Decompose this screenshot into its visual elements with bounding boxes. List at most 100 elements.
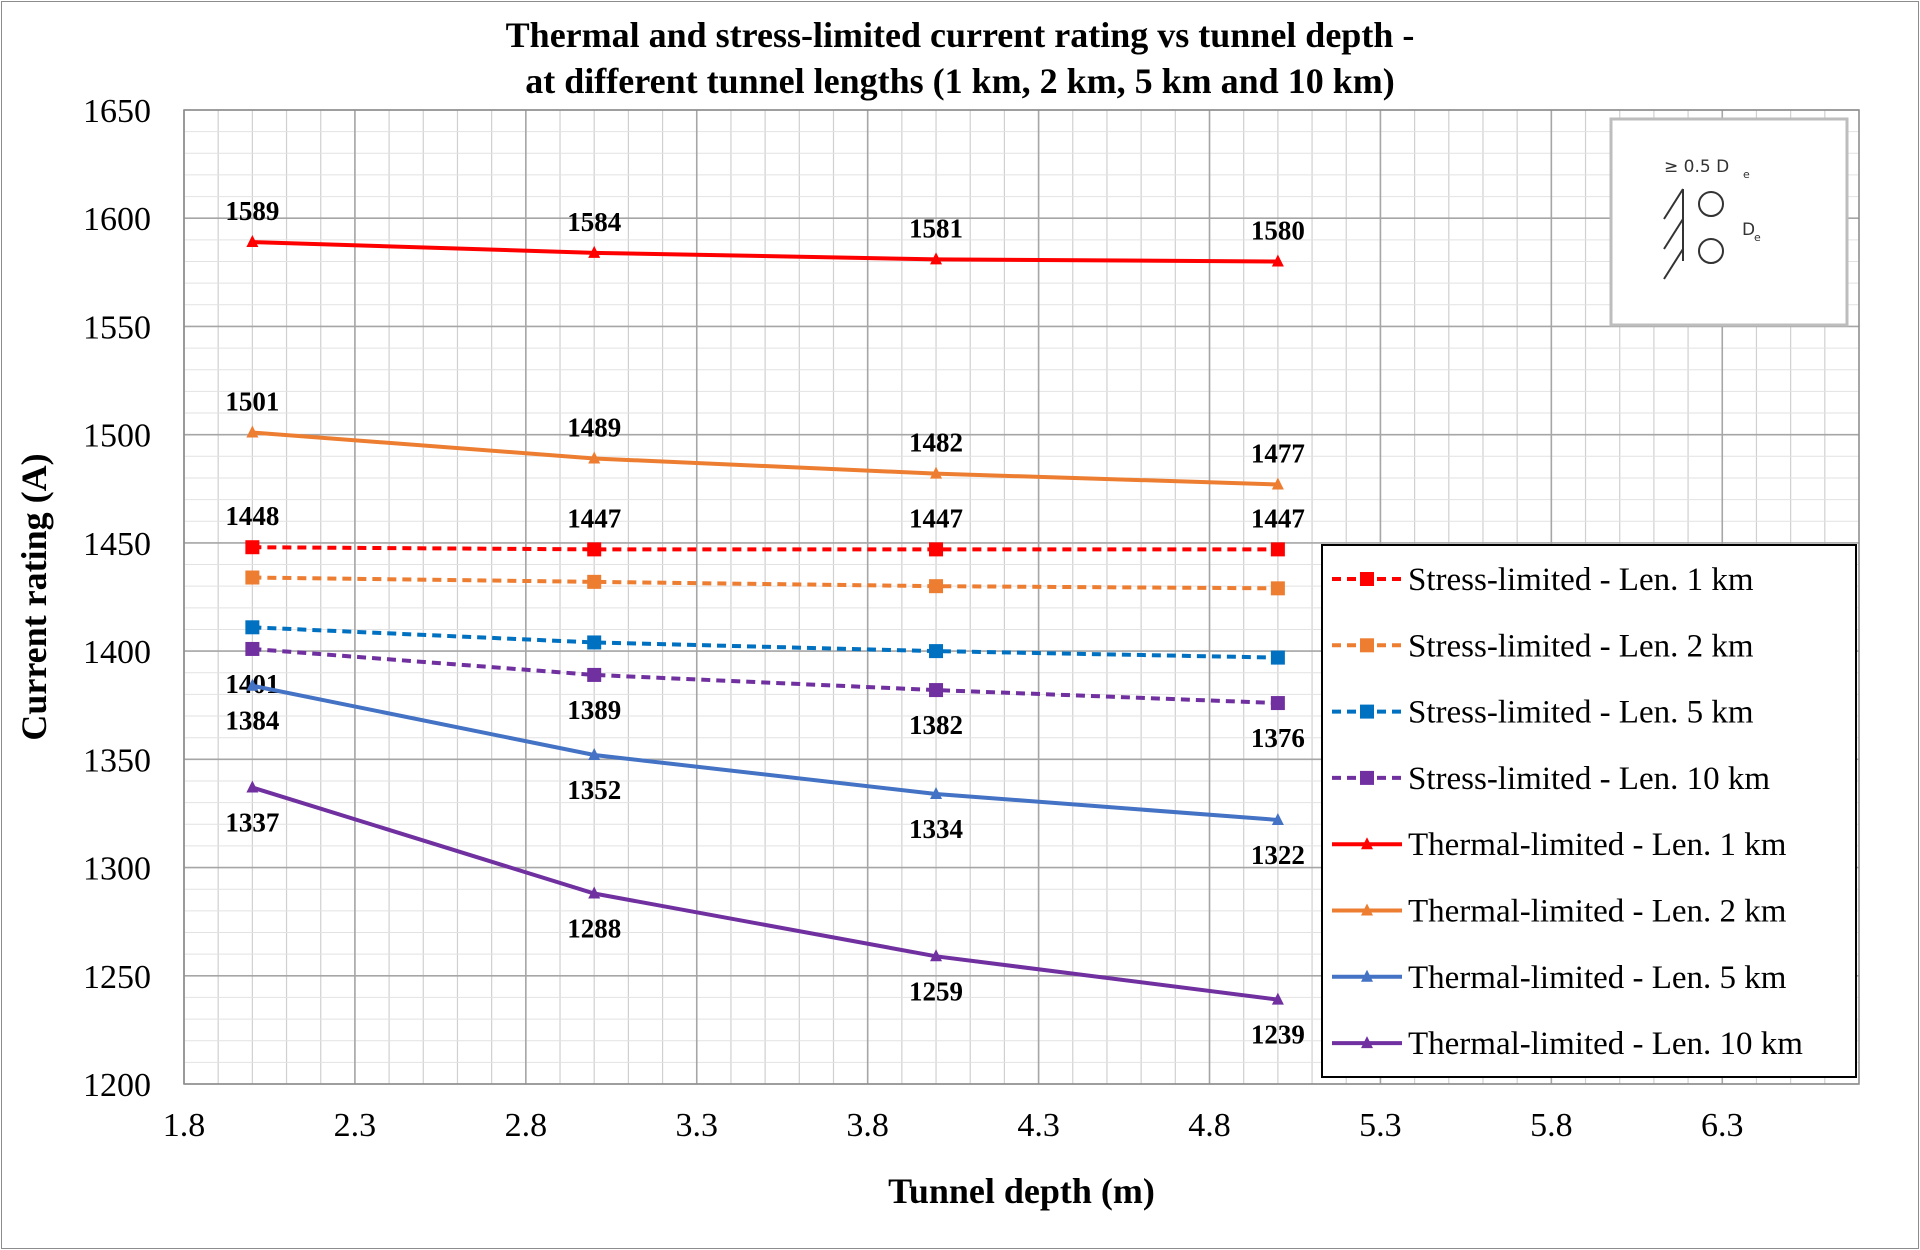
data-label: 1322 xyxy=(1251,840,1305,870)
x-tick-label: 2.8 xyxy=(505,1107,548,1144)
data-point-marker xyxy=(587,667,602,682)
title-line-1: Thermal and stress-limited current ratin… xyxy=(505,15,1415,55)
data-point-marker xyxy=(930,466,943,479)
legend-entry: Stress-limited - Len. 1 km xyxy=(1408,562,1754,598)
data-point-marker xyxy=(930,786,943,799)
series-line-3 xyxy=(252,646,1278,706)
series-line-7 xyxy=(251,785,1279,1002)
data-label: 1334 xyxy=(909,814,963,844)
legend-entry: Stress-limited - Len. 5 km xyxy=(1408,695,1754,731)
inset-spacing-label: ≥ 0.5 D xyxy=(1664,157,1729,177)
data-point-marker xyxy=(588,451,601,464)
legend-entry: Thermal-limited - Len. 1 km xyxy=(1408,827,1787,863)
data-label: 1477 xyxy=(1251,438,1305,468)
data-point-marker xyxy=(246,425,259,438)
legend-entry: Stress-limited - Len. 2 km xyxy=(1408,628,1754,664)
x-tick-label: 3.8 xyxy=(846,1107,889,1144)
y-tick-label: 1350 xyxy=(83,742,151,779)
series-line-0 xyxy=(252,545,1278,552)
data-label: 1447 xyxy=(1251,503,1305,533)
data-label: 1352 xyxy=(567,775,621,805)
x-tick-label: 6.3 xyxy=(1701,1107,1744,1144)
y-tick-label: 1250 xyxy=(83,959,151,996)
legend-entry: Thermal-limited - Len. 10 km xyxy=(1408,1026,1803,1062)
data-label: 1382 xyxy=(909,710,963,740)
data-label: 1337 xyxy=(225,807,279,837)
x-tick-label: 4.3 xyxy=(1017,1107,1060,1144)
data-label: 1376 xyxy=(1251,723,1305,753)
legend-marker xyxy=(1361,1036,1373,1049)
legend-marker xyxy=(1360,704,1374,719)
data-point-marker xyxy=(588,886,601,899)
y-tick-label: 1500 xyxy=(83,418,151,455)
chart-title: Thermal and stress-limited current ratin… xyxy=(0,12,1920,104)
data-label: 1589 xyxy=(225,196,279,226)
data-point-marker xyxy=(588,748,601,761)
y-tick-label: 1650 xyxy=(83,93,151,130)
x-tick-label: 1.8 xyxy=(163,1107,206,1144)
legend-marker xyxy=(1361,969,1373,982)
x-tick-label: 5.3 xyxy=(1359,1107,1402,1144)
y-tick-label: 1600 xyxy=(83,201,151,238)
data-label: 1584 xyxy=(567,207,621,237)
legend-marker xyxy=(1360,638,1374,653)
data-point-marker xyxy=(929,579,944,594)
data-label: 1447 xyxy=(909,503,963,533)
y-tick-label: 1550 xyxy=(83,309,151,346)
series-line-6 xyxy=(251,683,1279,822)
data-label: 1389 xyxy=(567,695,621,725)
y-tick-label: 1400 xyxy=(83,634,151,671)
data-point-marker xyxy=(245,540,260,555)
data-label: 1580 xyxy=(1251,216,1305,246)
data-point-marker xyxy=(587,635,602,650)
series-line-2 xyxy=(252,625,1278,660)
data-point-marker xyxy=(1270,542,1285,557)
wall-hatch-icon xyxy=(1663,218,1684,250)
legend-entry: Stress-limited - Len. 10 km xyxy=(1408,761,1770,797)
data-point-marker xyxy=(929,542,944,557)
x-tick-label: 2.3 xyxy=(334,1107,377,1144)
data-point-marker xyxy=(587,574,602,589)
wall-hatch-icon xyxy=(1663,248,1684,280)
data-point-marker xyxy=(1270,581,1285,596)
y-tick-label: 1300 xyxy=(83,851,151,888)
y-tick-label: 1450 xyxy=(83,526,151,563)
inset-diameter-label: D xyxy=(1742,220,1755,240)
y-axis-label: Current rating (A) xyxy=(14,453,54,740)
cable-circle-icon xyxy=(1698,191,1724,217)
data-point-marker xyxy=(1271,992,1284,1005)
data-label: 1447 xyxy=(567,503,621,533)
wall-hatch-icon xyxy=(1663,188,1684,220)
data-point-marker xyxy=(1270,696,1285,711)
data-label: 1259 xyxy=(909,976,963,1006)
data-point-marker xyxy=(246,678,259,691)
data-label: 1239 xyxy=(1251,1020,1305,1050)
data-label: 1384 xyxy=(225,706,279,736)
x-axis-label: Tunnel depth (m) xyxy=(888,1171,1155,1211)
legend-marker xyxy=(1360,572,1374,586)
data-point-marker xyxy=(930,949,943,962)
data-point-marker xyxy=(245,620,260,635)
data-point-marker xyxy=(245,570,260,585)
x-tick-label: 4.8 xyxy=(1188,1107,1231,1144)
series-line-4 xyxy=(252,240,1278,264)
legend-marker xyxy=(1360,770,1374,785)
data-point-marker xyxy=(245,641,260,656)
legend-entry: Thermal-limited - Len. 5 km xyxy=(1408,960,1787,996)
legend-entry: Thermal-limited - Len. 2 km xyxy=(1408,894,1787,930)
data-label: 1581 xyxy=(909,213,963,243)
data-point-marker xyxy=(929,683,944,698)
data-label: 1501 xyxy=(225,387,279,417)
x-tick-label: 5.8 xyxy=(1530,1107,1573,1144)
data-point-marker xyxy=(588,245,601,258)
data-point-marker xyxy=(1271,812,1284,825)
data-point-marker xyxy=(929,644,944,659)
series-line-1 xyxy=(252,575,1278,591)
data-point-marker xyxy=(246,235,259,248)
x-tick-label: 3.3 xyxy=(676,1107,719,1144)
inset-diameter-subscript: e xyxy=(1754,231,1761,244)
cable-circle-icon xyxy=(1698,238,1724,264)
data-label: 1489 xyxy=(567,412,621,442)
data-label: 1448 xyxy=(225,501,279,531)
